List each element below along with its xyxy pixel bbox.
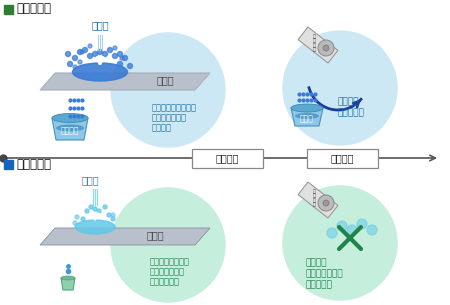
Circle shape xyxy=(68,62,72,66)
Circle shape xyxy=(103,205,107,209)
Circle shape xyxy=(108,48,112,52)
Circle shape xyxy=(87,53,93,59)
Circle shape xyxy=(93,52,98,56)
Text: 現像工程: 現像工程 xyxy=(215,153,239,163)
Circle shape xyxy=(81,217,85,221)
Circle shape xyxy=(122,56,127,60)
Circle shape xyxy=(66,52,71,56)
Polygon shape xyxy=(52,118,88,140)
Circle shape xyxy=(283,31,397,145)
Text: 湿し水: 湿し水 xyxy=(300,114,314,124)
FancyBboxPatch shape xyxy=(192,149,262,167)
Polygon shape xyxy=(298,182,338,218)
Circle shape xyxy=(337,221,347,231)
Circle shape xyxy=(93,207,97,211)
Text: 大幅にカット: 大幅にカット xyxy=(150,278,180,286)
Text: 水あり印刷: 水あり印刷 xyxy=(16,2,51,16)
Text: 印
刷
用
紙: 印 刷 用 紙 xyxy=(313,34,315,52)
Text: 印
刷
用
紙: 印 刷 用 紙 xyxy=(313,188,315,207)
Circle shape xyxy=(120,56,124,60)
Text: 廃液はゼロ: 廃液はゼロ xyxy=(305,281,332,289)
Circle shape xyxy=(113,46,117,50)
Text: 現像後の廃液量や: 現像後の廃液量や xyxy=(150,257,190,267)
Circle shape xyxy=(367,225,377,235)
Circle shape xyxy=(89,205,93,209)
Ellipse shape xyxy=(52,113,88,123)
Ellipse shape xyxy=(72,63,127,81)
Text: 大量に使用: 大量に使用 xyxy=(338,109,365,117)
Circle shape xyxy=(97,209,101,213)
Circle shape xyxy=(318,40,334,56)
Text: 刷　版: 刷 版 xyxy=(156,75,174,85)
Polygon shape xyxy=(298,27,338,63)
Polygon shape xyxy=(40,228,210,245)
Bar xyxy=(4,160,13,169)
Ellipse shape xyxy=(56,124,84,131)
Circle shape xyxy=(112,53,117,59)
Text: 刷　版: 刷 版 xyxy=(146,230,164,240)
Circle shape xyxy=(88,44,92,48)
Ellipse shape xyxy=(61,276,75,280)
Text: 湿し水を: 湿し水を xyxy=(305,259,327,267)
Circle shape xyxy=(357,219,367,229)
Circle shape xyxy=(72,56,77,60)
Circle shape xyxy=(111,33,225,147)
Circle shape xyxy=(323,200,329,206)
Ellipse shape xyxy=(295,113,319,119)
Circle shape xyxy=(111,217,115,221)
Circle shape xyxy=(117,52,122,56)
Text: 環境汚染物質を: 環境汚染物質を xyxy=(150,267,185,277)
Text: 水道水: 水道水 xyxy=(81,175,99,185)
Circle shape xyxy=(117,62,122,66)
Bar xyxy=(4,5,13,14)
Circle shape xyxy=(80,50,84,54)
Circle shape xyxy=(327,228,337,238)
Circle shape xyxy=(73,221,77,225)
Circle shape xyxy=(347,225,357,235)
Ellipse shape xyxy=(75,220,115,234)
Text: 印刷工程: 印刷工程 xyxy=(330,153,354,163)
Text: 湿し水を: 湿し水を xyxy=(338,98,360,106)
Text: いっぱい: いっぱい xyxy=(152,124,172,132)
Text: 現像廃液: 現像廃液 xyxy=(61,127,79,135)
Text: 水なし印刷: 水なし印刷 xyxy=(16,157,51,170)
Text: 刷版の現像廃液には: 刷版の現像廃液には xyxy=(152,103,197,113)
Circle shape xyxy=(283,186,397,300)
Circle shape xyxy=(82,48,87,52)
Polygon shape xyxy=(40,73,210,90)
Circle shape xyxy=(103,52,108,56)
Polygon shape xyxy=(61,278,75,290)
Circle shape xyxy=(73,65,77,69)
Circle shape xyxy=(98,49,103,55)
Circle shape xyxy=(111,188,225,302)
Circle shape xyxy=(107,213,111,217)
Text: 現像液: 現像液 xyxy=(91,20,109,30)
Circle shape xyxy=(78,60,82,64)
Text: 環境汚染物質が: 環境汚染物質が xyxy=(152,113,187,123)
Circle shape xyxy=(318,195,334,211)
Circle shape xyxy=(127,63,132,69)
Circle shape xyxy=(111,213,115,217)
Circle shape xyxy=(77,49,82,55)
Polygon shape xyxy=(291,108,323,126)
Circle shape xyxy=(323,45,329,51)
Circle shape xyxy=(75,215,79,219)
Ellipse shape xyxy=(291,104,323,112)
Text: 使用しないので: 使用しないので xyxy=(305,270,342,278)
Circle shape xyxy=(85,209,89,213)
FancyBboxPatch shape xyxy=(306,149,378,167)
